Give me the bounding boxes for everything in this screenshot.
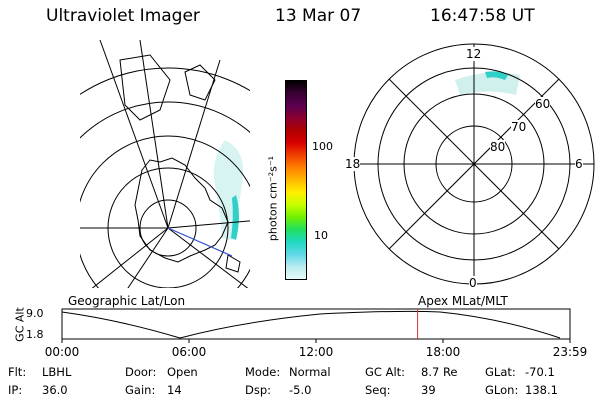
instrument-title: Ultraviolet Imager [46,6,200,26]
info-label: Flt: [8,365,27,379]
timeline-x-tick-label: 00:00 [44,345,80,359]
info-value: Open [167,365,198,379]
lat-label-80: 80 [490,140,506,154]
info-label: Door: [125,365,157,379]
info-label: GLat: [485,365,516,379]
mlt-label-6: 6 [575,157,583,171]
colorbar-tick-100: 100 [312,140,333,153]
date-label: 13 Mar 07 [275,6,362,26]
geographic-map [80,40,250,288]
timeline-y-tick-bottom: 1.8 [26,328,44,341]
colorbar-tick-10: 10 [314,229,328,242]
info-value: -70.1 [525,365,555,379]
timeline-x-tick-label: 23:59 [552,345,588,359]
timeline-y-tick-top: 9.0 [26,307,44,320]
lat-label-70: 70 [511,120,527,134]
info-value: 39 [421,383,436,397]
info-value: 138.1 [525,383,558,397]
time-label: 16:47:58 UT [430,6,535,26]
info-label: Gain: [125,383,156,397]
info-label: IP: [8,383,23,397]
info-label: Mode: [245,365,281,379]
timeline-x-tick-label: 12:00 [298,345,334,359]
timeline-left-title: Geographic Lat/Lon [68,294,186,308]
info-label: Seq: [365,383,391,397]
timeline-right-title: Apex MLat/MLT [418,294,508,308]
info-value: Normal [289,365,331,379]
colorbar [285,80,307,280]
altitude-curve [61,310,561,339]
info-value: 8.7 Re [421,365,458,379]
info-value: LBHL [42,365,72,379]
timeline-x-tick-label: 18:00 [425,345,461,359]
mlt-label-0: 0 [469,276,477,290]
lat-label-60: 60 [535,97,551,111]
info-label: GLon: [485,383,519,397]
info-value: 36.0 [42,383,68,397]
info-label: GC Alt: [365,365,406,379]
info-value: 14 [167,383,182,397]
info-label: Dsp: [245,383,272,397]
mlt-label-18: 18 [345,157,361,171]
timeline-x-tick-label: 06:00 [171,345,207,359]
mlt-label-12: 12 [466,47,482,61]
info-value: -5.0 [289,383,312,397]
